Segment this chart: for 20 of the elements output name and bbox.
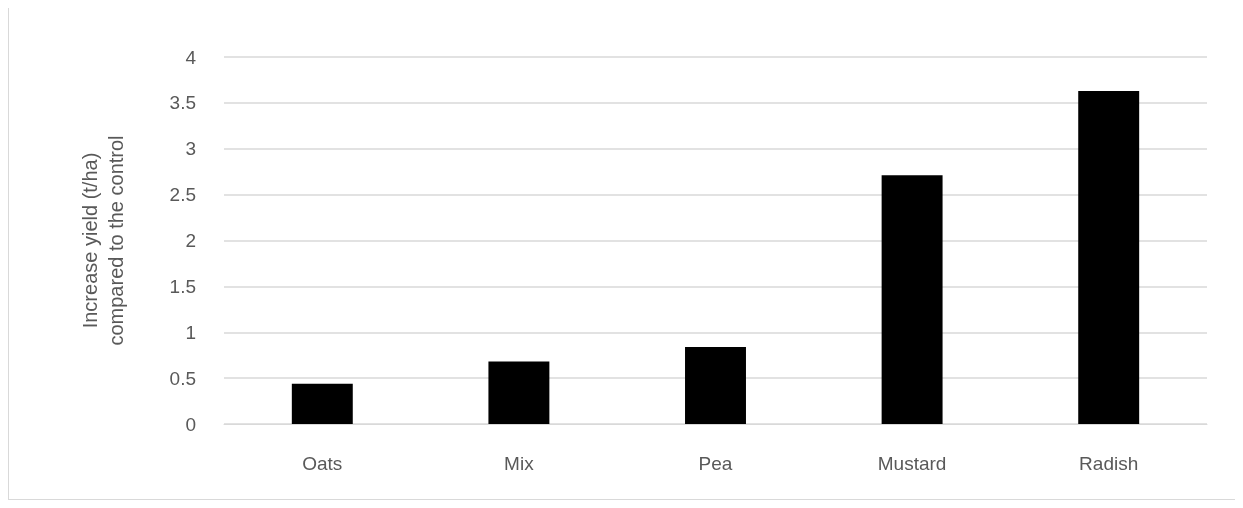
x-tick-label: Mustard xyxy=(877,453,947,474)
x-tick-label: Oats xyxy=(302,453,343,474)
y-tick-label: 1.5 xyxy=(169,275,196,297)
bar xyxy=(488,361,550,424)
x-tick-label: Pea xyxy=(698,453,733,474)
bar xyxy=(1078,90,1140,424)
y-tick-label: 1 xyxy=(185,321,196,343)
y-tick-label: 3 xyxy=(185,138,196,160)
y-tick-label: 3.5 xyxy=(169,92,196,114)
y-tick-label: 2 xyxy=(185,230,196,251)
y-tick-label: 0 xyxy=(185,413,196,435)
bar xyxy=(291,383,353,424)
bar xyxy=(685,346,746,424)
x-tick-label: Radish xyxy=(1079,453,1139,474)
y-tick-label: 4 xyxy=(185,46,197,68)
y-axis-title: Increase yield (t/ha) compared to the control xyxy=(79,135,127,346)
x-tick-label: Mix xyxy=(504,453,535,474)
y-tick-label: 2.5 xyxy=(169,184,196,206)
y-tick-label: 0.5 xyxy=(169,367,196,389)
bar xyxy=(881,175,943,424)
